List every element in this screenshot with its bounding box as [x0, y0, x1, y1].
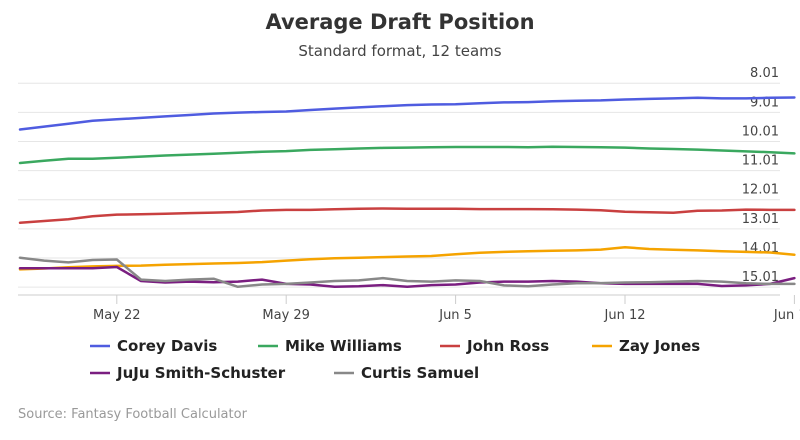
- legend-item-zay-jones[interactable]: Zay Jones: [619, 337, 700, 355]
- y-tick-label: 8.01: [750, 66, 779, 81]
- y-tick-label: 10.01: [742, 124, 779, 139]
- series-line-mike-williams: [18, 145, 796, 165]
- x-tick-label: May 29: [262, 308, 310, 323]
- x-tick-label: Jun 19: [773, 308, 800, 323]
- grid-lines: [18, 82, 780, 288]
- legend-item-juju-smith-schuster[interactable]: JuJu Smith-Schuster: [116, 364, 286, 382]
- legend-item-john-ross[interactable]: John Ross: [466, 337, 549, 355]
- x-tick-label: Jun 12: [604, 308, 646, 323]
- chart-subtitle: Standard format, 12 teams: [298, 42, 501, 60]
- series-line-john-ross: [18, 207, 796, 225]
- series-line-zay-jones: [18, 245, 796, 271]
- x-axis: May 22 May 29 Jun 5 Jun 12 Jun 19: [18, 294, 800, 323]
- series-line-curtis-samuel: [18, 256, 796, 289]
- y-tick-label: 15.01: [742, 270, 779, 285]
- series-line-corey-davis: [18, 96, 796, 131]
- y-tick-label: 11.01: [742, 154, 779, 169]
- legend-item-corey-davis[interactable]: Corey Davis: [117, 337, 217, 355]
- y-tick-label: 13.01: [742, 212, 779, 227]
- x-tick-label: May 22: [93, 308, 141, 323]
- legend-item-mike-williams[interactable]: Mike Williams: [285, 337, 402, 355]
- x-tick-label: Jun 5: [438, 308, 472, 323]
- legend-item-curtis-samuel[interactable]: Curtis Samuel: [361, 364, 479, 382]
- series-lines: [18, 96, 796, 289]
- source-credit: Source: Fantasy Football Calculator: [18, 407, 248, 422]
- legend: Corey Davis Mike Williams John Ross Zay Jon…: [90, 337, 700, 382]
- series-line-juju-smith-schuster: [18, 265, 796, 289]
- chart-title: Average Draft Position: [265, 10, 534, 34]
- y-tick-label: 12.01: [742, 183, 779, 198]
